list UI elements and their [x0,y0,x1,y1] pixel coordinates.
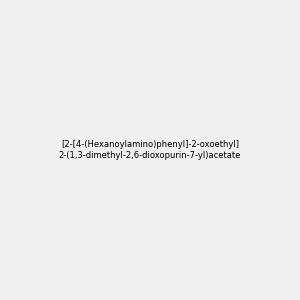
Text: [2-[4-(Hexanoylamino)phenyl]-2-oxoethyl] 2-(1,3-dimethyl-2,6-dioxopurin-7-yl)ace: [2-[4-(Hexanoylamino)phenyl]-2-oxoethyl]… [59,140,241,160]
